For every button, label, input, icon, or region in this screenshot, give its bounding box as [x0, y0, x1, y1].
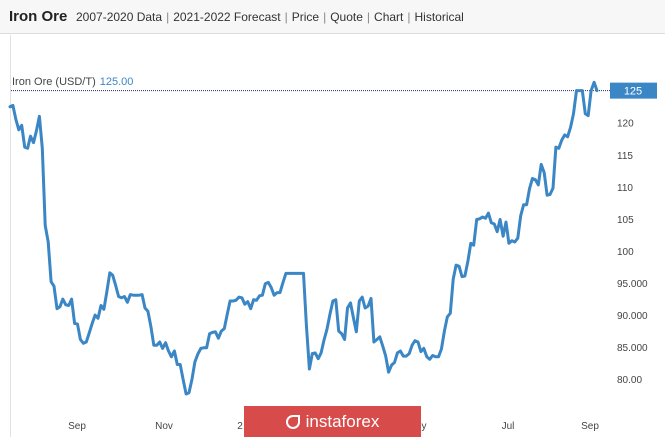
y-tick-label: 80.00 [617, 375, 642, 386]
app-header: Iron Ore 2007-2020 Data | 2021-2022 Foreca… [0, 0, 665, 34]
watermark-logo: instaforex [244, 406, 421, 437]
y-axis: 80.00 85.000 90.000 95.000 100 105 110 115 120 [617, 119, 648, 387]
y-tick-label: 85.000 [617, 343, 648, 354]
y-tick-label: 120 [617, 119, 634, 130]
y-tick-label: 95.000 [617, 279, 648, 290]
nav-link-historical[interactable]: Historical [414, 10, 464, 24]
x-tick-label: 2 [237, 421, 243, 432]
series-line [8, 80, 599, 396]
nav-links: 2007-2020 Data | 2021-2022 Forecast | Price |… [76, 10, 464, 24]
price-tag-label: 125 [624, 86, 642, 98]
page-title: Iron Ore [9, 8, 68, 25]
x-tick-label: Sep [581, 421, 599, 432]
watermark-text: instaforex [305, 412, 380, 431]
x-tick-label: Jul [502, 421, 515, 432]
nav-link-forecast[interactable]: 2021-2022 Forecast [173, 10, 281, 24]
price-tag [610, 82, 657, 99]
x-tick-label: Nov [155, 421, 173, 432]
legend-series-name: Iron Ore (USD/T) [12, 76, 96, 88]
x-tick-label: y [422, 421, 427, 432]
legend-series-value: 125.00 [99, 76, 134, 88]
y-tick-label: 90.000 [617, 311, 648, 322]
y-tick-label: 115 [617, 151, 633, 162]
chart-frame [10, 35, 665, 437]
watermark-icon [285, 415, 300, 429]
nav-link-quote[interactable]: Quote [330, 10, 363, 24]
x-tick-label: Sep [68, 421, 86, 432]
x-axis: Sep Nov 2 y Jul Sep [68, 421, 599, 432]
nav-link-data[interactable]: 2007-2020 Data [76, 10, 163, 24]
y-tick-label: 105 [617, 215, 634, 226]
chart-legend: Iron Ore (USD/T) 125.00 [12, 76, 133, 88]
y-tick-label: 100 [617, 247, 634, 258]
nav-link-chart[interactable]: Chart [374, 10, 404, 24]
y-tick-label: 110 [617, 183, 633, 194]
nav-link-price[interactable]: Price [291, 10, 320, 24]
